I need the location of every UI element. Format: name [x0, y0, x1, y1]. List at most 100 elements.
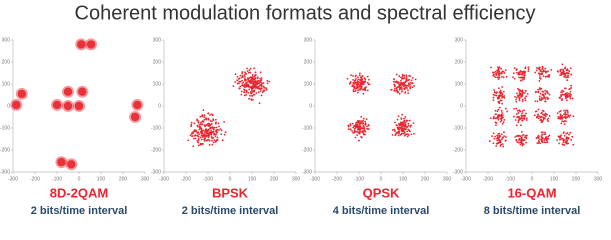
sample-dot [547, 120, 550, 122]
sample-dot [354, 127, 357, 129]
sample-dot [548, 134, 551, 137]
sample-dot [503, 95, 506, 97]
sample-dot [542, 118, 545, 121]
sample-dot [236, 79, 239, 82]
panel-title: 16-QAM [507, 185, 556, 200]
constellation-point [62, 100, 74, 112]
sample-dot [571, 97, 574, 100]
sample-dot [496, 110, 499, 113]
sample-dot [501, 70, 504, 73]
sample-dot [197, 141, 200, 144]
sample-dot [517, 89, 520, 91]
sample-dot [566, 111, 569, 114]
y-tick-label: -100 [302, 125, 312, 131]
sample-dot [224, 131, 227, 133]
sample-dot [366, 75, 369, 78]
sample-dot [497, 101, 500, 104]
sample-dot [214, 133, 217, 136]
sample-dot [569, 97, 572, 100]
sample-dot [357, 128, 360, 131]
sample-dot [218, 129, 220, 131]
sample-dot [564, 66, 567, 69]
sample-dot [360, 115, 363, 118]
sample-dot [500, 72, 503, 75]
sample-dot [525, 141, 527, 144]
sample-dot [262, 82, 265, 85]
sample-dot [364, 120, 366, 123]
sample-dot [215, 129, 218, 132]
sample-dot [405, 120, 407, 123]
sample-dot [404, 125, 407, 128]
sample-dot [398, 75, 401, 77]
sample-dot [245, 81, 248, 84]
x-tick-label: -300 [310, 176, 320, 182]
sample-dot [366, 89, 369, 92]
sample-dot [244, 78, 246, 81]
sample-dot [498, 135, 501, 138]
sample-dot [563, 119, 566, 122]
sample-dot [565, 76, 567, 79]
sample-dot [360, 87, 363, 90]
sample-dot [363, 129, 366, 132]
sample-dot [197, 131, 200, 134]
sample-dot [520, 114, 523, 117]
sample-dot [567, 72, 570, 74]
sample-dot [260, 94, 263, 97]
sample-dot [253, 77, 256, 80]
sample-dot [519, 143, 522, 146]
sample-dot [241, 84, 243, 87]
sample-dot [350, 74, 352, 77]
sample-dot [219, 128, 222, 130]
sample-dot [412, 122, 415, 124]
sample-dot [401, 90, 403, 93]
sample-dot [367, 128, 369, 131]
constellation-point [512, 66, 530, 82]
sample-dot [534, 91, 537, 94]
constellation-point [556, 131, 575, 146]
sample-dot [570, 84, 572, 87]
sample-dot [214, 135, 217, 138]
sample-dot [251, 74, 254, 76]
sample-dot [249, 81, 252, 84]
x-tick-label: 200 [572, 176, 581, 182]
y-tick-label: 300 [153, 37, 162, 43]
sample-dot [197, 139, 200, 142]
sample-dot [534, 110, 537, 113]
x-tick-label: 0 [229, 176, 232, 182]
y-tick-label: -300 [151, 169, 161, 175]
sample-dot [362, 122, 365, 125]
sample-dot [358, 74, 361, 77]
blob-core [133, 100, 142, 110]
sample-dot [520, 139, 523, 142]
sample-dot [495, 122, 498, 124]
sample-dot [211, 139, 213, 142]
sample-dot [409, 75, 412, 78]
sample-dot [512, 115, 515, 118]
sample-dot [207, 117, 210, 120]
sample-dot [259, 81, 262, 83]
sample-dot [347, 128, 350, 130]
sample-dot [347, 124, 350, 127]
sample-dot [541, 90, 544, 93]
sample-dot [407, 89, 409, 92]
panel-subtitle: 8 bits/time interval [484, 205, 581, 217]
sample-dot [217, 122, 220, 125]
x-tick-label: 100 [248, 176, 257, 182]
sample-dot [566, 69, 569, 72]
sample-dot [357, 89, 359, 92]
sample-dot [409, 87, 412, 90]
sample-dot [361, 83, 364, 86]
sample-dot [566, 91, 569, 94]
sample-dot [236, 82, 239, 85]
sample-dot [259, 87, 261, 90]
sample-dot [539, 92, 542, 95]
sample-dot [362, 80, 365, 83]
sample-dot [490, 66, 492, 69]
sample-dot [249, 67, 252, 70]
sample-dot [265, 87, 268, 90]
sample-dot [266, 79, 269, 82]
sample-dot [503, 119, 506, 121]
sample-dot [405, 86, 408, 89]
sample-dot [518, 91, 521, 93]
sample-dot [363, 127, 366, 130]
